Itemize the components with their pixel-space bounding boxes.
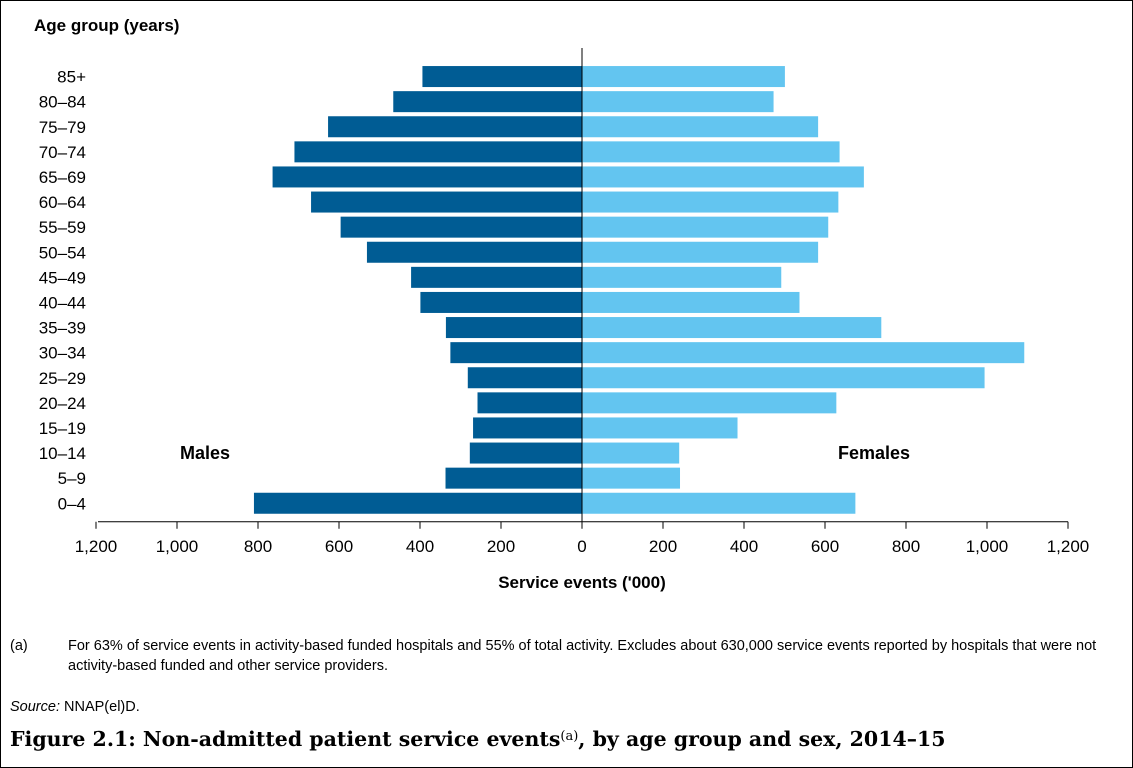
female-bar xyxy=(582,467,681,489)
female-bar xyxy=(582,116,819,138)
category-label: 10–14 xyxy=(39,444,86,463)
footnote-marker: (a) xyxy=(10,638,28,654)
female-bar xyxy=(582,442,680,464)
source-label: Source: xyxy=(10,699,60,715)
male-bar xyxy=(420,291,582,313)
category-label: 65–69 xyxy=(39,168,86,187)
male-bar xyxy=(311,191,582,213)
category-label: 35–39 xyxy=(39,319,86,338)
x-tick-label: 200 xyxy=(487,537,515,556)
male-bar xyxy=(445,467,582,489)
x-tick-label: 400 xyxy=(406,537,434,556)
female-bar xyxy=(582,241,819,263)
category-label: 70–74 xyxy=(39,143,86,162)
male-bar xyxy=(469,442,582,464)
category-label: 55–59 xyxy=(39,218,86,237)
male-bar xyxy=(422,66,582,88)
category-label: 75–79 xyxy=(39,118,86,137)
x-tick-label: 1,200 xyxy=(1047,537,1090,556)
x-tick-label: 800 xyxy=(244,537,272,556)
category-label: 40–44 xyxy=(39,293,86,312)
female-bar xyxy=(582,492,856,514)
x-tick-label: 400 xyxy=(730,537,758,556)
footnote: (a) For 63% of service events in activit… xyxy=(10,636,1120,676)
figure-caption: Figure 2.1: Non-admitted patient service… xyxy=(10,727,946,751)
category-label: 15–19 xyxy=(39,419,86,438)
female-bar xyxy=(582,266,782,288)
male-bar xyxy=(411,266,582,288)
caption-rest: , by age group and sex, 2014–15 xyxy=(578,727,946,751)
x-tick-label: 800 xyxy=(892,537,920,556)
category-label: 50–54 xyxy=(39,243,86,262)
x-tick-label: 1,200 xyxy=(75,537,118,556)
category-label: 25–29 xyxy=(39,369,86,388)
x-axis-title: Service events ('000) xyxy=(498,573,666,592)
category-label: 0–4 xyxy=(58,494,86,513)
x-tick-label: 0 xyxy=(577,537,586,556)
source-text: NNAP(el)D. xyxy=(64,699,140,715)
female-bar xyxy=(582,66,785,88)
female-bar xyxy=(582,291,800,313)
female-bar xyxy=(582,166,864,188)
x-tick-label: 600 xyxy=(325,537,353,556)
x-tick-label: 600 xyxy=(811,537,839,556)
caption-main: Figure 2.1: Non-admitted patient service… xyxy=(10,727,561,751)
x-tick-label: 200 xyxy=(649,537,677,556)
male-bar xyxy=(340,216,582,238)
female-bar xyxy=(582,417,738,439)
female-bar xyxy=(582,367,985,389)
male-bar xyxy=(253,492,582,514)
y-axis-title: Age group (years) xyxy=(34,16,180,35)
series-label-males: Males xyxy=(180,443,230,463)
category-label: 60–64 xyxy=(39,193,86,212)
category-label: 45–49 xyxy=(39,268,86,287)
category-label: 85+ xyxy=(57,68,86,87)
female-bar xyxy=(582,191,839,213)
female-bar xyxy=(582,216,829,238)
series-label-females: Females xyxy=(838,443,910,463)
female-bar xyxy=(582,317,882,339)
male-bar xyxy=(328,116,582,138)
category-label: 20–24 xyxy=(39,394,86,413)
x-tick-label: 1,000 xyxy=(966,537,1009,556)
male-bar xyxy=(294,141,582,163)
source-line: Source: NNAP(el)D. xyxy=(10,699,140,715)
female-bar xyxy=(582,392,837,414)
footnote-text: For 63% of service events in activity-ba… xyxy=(68,638,1097,674)
female-bar xyxy=(582,342,1025,364)
category-label: 5–9 xyxy=(58,469,86,488)
caption-superscript: (a) xyxy=(560,729,579,744)
category-label: 80–84 xyxy=(39,93,86,112)
female-bar xyxy=(582,141,840,163)
male-bar xyxy=(272,166,582,188)
category-label: 30–34 xyxy=(39,344,86,363)
male-bar xyxy=(445,317,582,339)
male-bar xyxy=(473,417,582,439)
x-tick-label: 1,000 xyxy=(156,537,199,556)
male-bar xyxy=(450,342,582,364)
male-bar xyxy=(477,392,582,414)
male-bar xyxy=(393,91,582,113)
male-bar xyxy=(366,241,582,263)
pyramid-chart: 85+ 80–84 75–79 70–74 65–69 60–64 55–59 50–54 45… xyxy=(39,48,1090,592)
female-bar xyxy=(582,91,774,113)
male-bar xyxy=(467,367,582,389)
